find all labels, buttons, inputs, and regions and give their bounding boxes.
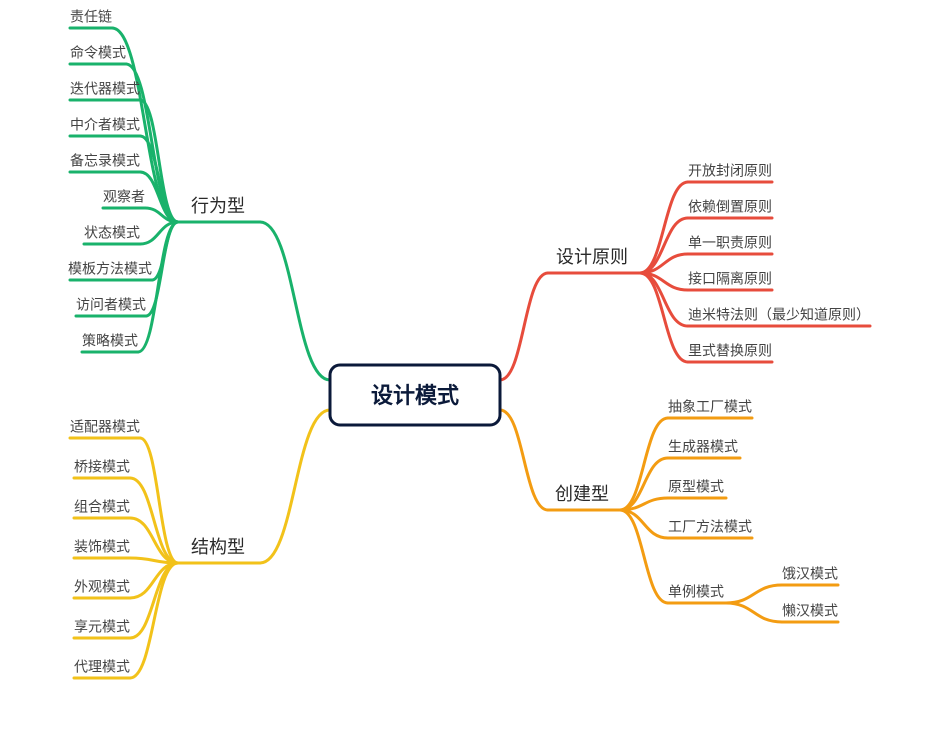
leaf-behavioral-5: 观察者 <box>103 189 145 205</box>
leaf-principles-5: 里式替换原则 <box>688 343 772 359</box>
leaf-creational-4-child-1: 懒汉模式 <box>782 603 838 619</box>
leaf-behavioral-1: 命令模式 <box>70 45 126 61</box>
edge-creational-leaf-2 <box>620 498 668 510</box>
leaf-structural-0: 适配器模式 <box>70 419 140 435</box>
leaf-creational-4: 单例模式 <box>668 584 724 600</box>
leaf-principles-1: 依赖倒置原则 <box>688 199 772 215</box>
edge-principles-leaf-5 <box>640 273 688 362</box>
leaf-structural-4: 外观模式 <box>74 579 130 595</box>
edge-behavioral-leaf-9 <box>138 222 178 352</box>
edge-principles-leaf-0 <box>640 182 688 273</box>
leaf-behavioral-0: 责任链 <box>70 9 112 25</box>
edge-creational-leaf-0 <box>620 418 668 510</box>
leaf-structural-2: 组合模式 <box>74 499 130 515</box>
leaf-behavioral-8: 访问者模式 <box>76 297 146 313</box>
leaf-behavioral-2: 迭代器模式 <box>70 81 140 97</box>
leaf-creational-2: 原型模式 <box>668 479 724 495</box>
edge-root-principles <box>500 273 548 380</box>
leaf-principles-0: 开放封闭原则 <box>688 163 772 179</box>
edge-behavioral-leaf-2 <box>140 100 178 222</box>
leaf-structural-6: 代理模式 <box>74 659 130 675</box>
leaf-creational-3: 工厂方法模式 <box>668 519 752 535</box>
leaf-behavioral-9: 策略模式 <box>82 333 138 349</box>
edge-structural-leaf-0 <box>140 438 178 563</box>
edge-root-behavioral <box>260 222 330 380</box>
root-label: 设计模式 <box>371 383 459 408</box>
leaf-creational-4-child-0: 饿汉模式 <box>782 566 838 582</box>
edge-creational-leaf-4-child-1 <box>726 603 782 622</box>
edge-creational-leaf-4-child-0 <box>726 585 782 603</box>
leaf-structural-3: 装饰模式 <box>74 539 130 555</box>
leaf-creational-0: 抽象工厂模式 <box>668 399 752 415</box>
leaf-behavioral-3: 中介者模式 <box>70 117 140 133</box>
nodes-layer: 设计模式 行为型 责任链命令模式迭代器模式中介者模式备忘录模式观察者状态模式模板方法… <box>68 9 870 675</box>
leaf-principles-3: 接口隔离原则 <box>688 271 772 287</box>
leaf-structural-1: 桥接模式 <box>74 459 130 475</box>
branch-label-structural: 结构型 <box>191 537 245 557</box>
mindmap-canvas: 设计模式 行为型 责任链命令模式迭代器模式中介者模式备忘录模式观察者状态模式模板方法… <box>0 0 931 754</box>
leaf-structural-5: 享元模式 <box>74 619 130 635</box>
branch-label-behavioral: 行为型 <box>191 196 245 216</box>
leaf-behavioral-7: 模板方法模式 <box>68 261 152 277</box>
edge-root-creational <box>500 410 548 510</box>
branch-label-creational: 创建型 <box>555 484 609 504</box>
leaf-creational-1: 生成器模式 <box>668 439 738 455</box>
leaf-principles-2: 单一职责原则 <box>688 235 772 251</box>
leaf-behavioral-4: 备忘录模式 <box>70 153 140 169</box>
branch-label-principles: 设计原则 <box>556 247 628 267</box>
edge-root-structural <box>260 410 330 563</box>
leaf-principles-4: 迪米特法则（最少知道原则） <box>688 307 870 323</box>
leaf-behavioral-6: 状态模式 <box>84 225 140 241</box>
